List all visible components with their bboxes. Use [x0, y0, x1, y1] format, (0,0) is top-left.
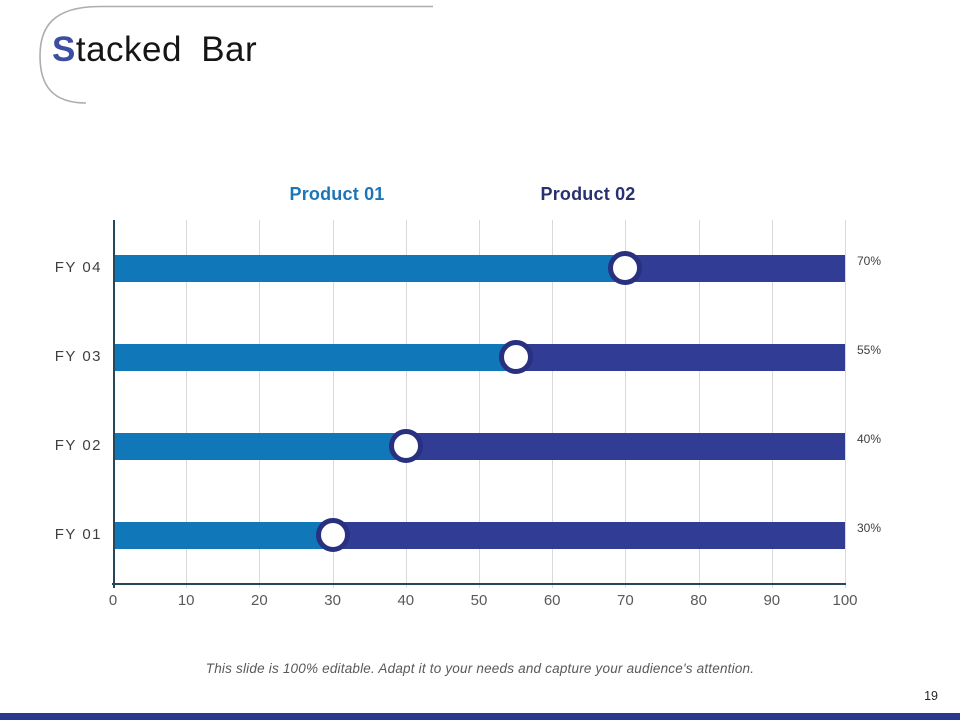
- bar-segment-product-01: [113, 343, 516, 371]
- gridline-10: [186, 220, 188, 588]
- x-tick-label-60: 60: [543, 592, 561, 609]
- x-tick-label-0: 0: [108, 592, 118, 609]
- gridline-70: [625, 220, 627, 588]
- gridline-20: [259, 220, 261, 588]
- plot-area: [113, 220, 846, 588]
- data-label-4: 30%: [857, 521, 882, 535]
- category-label-4: FY 01: [54, 526, 102, 543]
- category-label-1: FY 04: [54, 259, 102, 276]
- gridline-60: [552, 220, 554, 588]
- bar-segment-product-02: [515, 343, 845, 371]
- x-axis-line: [112, 583, 846, 585]
- data-label-3: 40%: [857, 432, 882, 446]
- segment-boundary-marker: [388, 429, 423, 463]
- gridline-40: [405, 220, 407, 588]
- bar-row-fy-02: [113, 429, 845, 463]
- bar-row-fy-01: [113, 518, 845, 552]
- x-tick-label-20: 20: [251, 592, 268, 609]
- gridline-50: [479, 220, 480, 588]
- data-label-2: 55%: [857, 343, 882, 357]
- category-label-3: FY 02: [54, 437, 102, 454]
- bar-row-fy-04: [113, 251, 845, 285]
- segment-boundary-marker: [498, 340, 533, 374]
- bar-segment-product-02: [332, 521, 845, 549]
- category-label-2: FY 03: [54, 348, 102, 365]
- bar-segment-product-02: [625, 254, 845, 282]
- x-tick-label-70: 70: [617, 592, 634, 609]
- x-tick-label-80: 80: [690, 592, 707, 609]
- x-tick-label-90: 90: [763, 592, 781, 609]
- gridline-100: [845, 220, 846, 588]
- bar-segment-product-01: [113, 521, 333, 549]
- gridline-90: [771, 220, 773, 588]
- legend-product-01: Product 01: [289, 184, 385, 204]
- bar-row-fy-03: [113, 340, 845, 374]
- page-title: Stacked Bar: [52, 30, 257, 70]
- x-tick-label-100: 100: [832, 592, 858, 609]
- bar-segment-product-01: [113, 254, 626, 282]
- legend-product-02: Product 02: [540, 184, 636, 204]
- data-label-1: 70%: [857, 254, 882, 268]
- gridline-30: [332, 220, 334, 588]
- footer-note: This slide is 100% editable. Adapt it to…: [205, 661, 755, 676]
- segment-boundary-marker: [608, 251, 643, 285]
- footer-accent-bar: [0, 713, 960, 720]
- bar-segment-product-02: [405, 432, 845, 460]
- x-tick-label-40: 40: [397, 592, 415, 609]
- title-rest: tacked Bar: [75, 30, 258, 69]
- x-tick-label-10: 10: [177, 592, 195, 609]
- page-number: 19: [924, 689, 938, 703]
- bar-segment-product-01: [113, 432, 406, 460]
- x-tick-label-50: 50: [470, 592, 488, 609]
- segment-boundary-marker: [315, 518, 350, 552]
- y-axis-line: [113, 220, 115, 588]
- gridline-80: [698, 220, 700, 588]
- x-tick-label-30: 30: [324, 592, 341, 609]
- title-lead-letter: S: [52, 30, 76, 69]
